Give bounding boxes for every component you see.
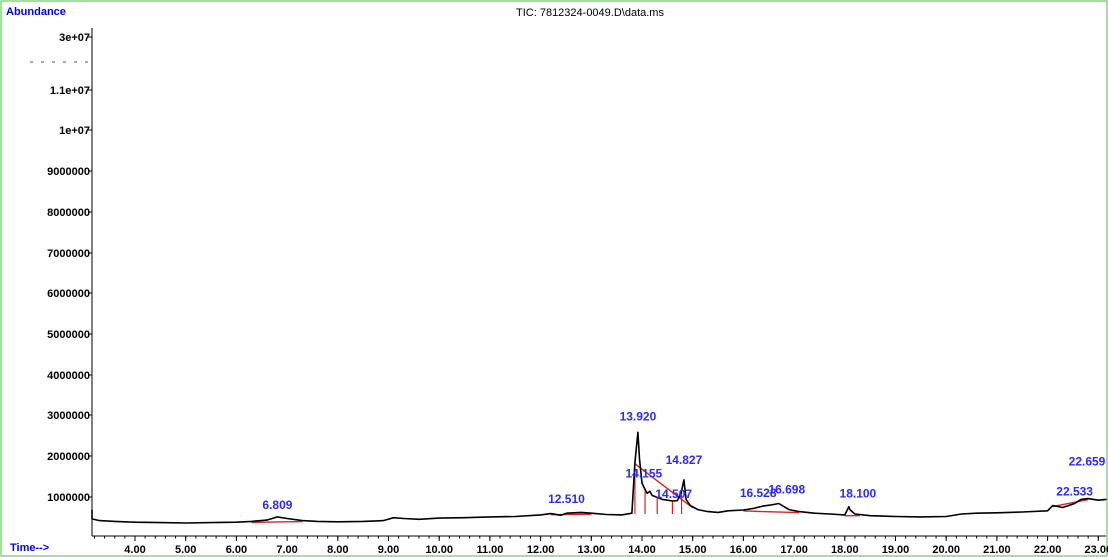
integration-baselines — [251, 462, 1089, 524]
y-axis-title: Abundance — [6, 6, 66, 18]
x-tick-label: 19.00 — [882, 544, 910, 556]
y-tick-label: 1000000 — [47, 492, 90, 504]
x-tick-label: 12.00 — [527, 544, 555, 556]
x-tick-label: 17.00 — [780, 544, 808, 556]
tic-trace-line — [91, 431, 1107, 524]
x-tick-label: 23.00 — [1085, 544, 1108, 556]
integration-baseline — [743, 510, 800, 514]
peak-label: 12.510 — [548, 492, 585, 506]
y-tick-label: 9000000 — [47, 166, 90, 178]
y-tick-label: 3000000 — [47, 410, 90, 422]
integration-baseline — [1052, 498, 1089, 508]
x-tick-label: 20.00 — [932, 544, 960, 556]
y-tick-label: 8000000 — [47, 207, 90, 219]
peak-label: 6.809 — [262, 498, 292, 512]
y-tick-label: 3e+07 — [59, 32, 90, 44]
peak-label: 14.155 — [626, 466, 663, 480]
x-tick-label: 11.00 — [476, 544, 503, 556]
x-tick-label: 10.00 — [425, 544, 453, 556]
x-tick-label: 7.00 — [276, 544, 297, 556]
y-tick-label: 1.1e+07 — [50, 85, 90, 97]
x-tick-label: 15.00 — [679, 544, 707, 556]
x-tick-label: 6.00 — [226, 544, 247, 556]
x-tick-label: 9.00 — [378, 544, 399, 556]
peak-labels: 6.809 12.510 13.920 14.155 14.507 14.827 16.52… — [262, 409, 1105, 512]
y-tick-label: 6000000 — [47, 288, 90, 300]
peak-label: 16.528 — [740, 486, 777, 500]
x-tick-label: 18.00 — [831, 544, 859, 556]
chart-title: TIC: 7812324-0049.D\data.ms — [516, 7, 664, 19]
x-tick-label: 16.00 — [730, 544, 758, 556]
peak-label: 18.100 — [840, 487, 877, 501]
peak-label: 22.659 — [1069, 454, 1106, 468]
y-tick-label: 1e+07 — [59, 125, 90, 137]
x-axis-ticks: 4.00 5.00 6.00 7.00 8.00 9.00 10.00 11.00 12.00 1… — [93, 536, 1108, 556]
x-tick-label: 21.00 — [983, 544, 1011, 556]
x-tick-label: 13.00 — [578, 544, 606, 556]
peak-label: 14.827 — [666, 453, 703, 467]
x-tick-label: 5.00 — [175, 544, 196, 556]
x-tick-label: 4.00 — [124, 544, 145, 556]
x-tick-label: 8.00 — [327, 544, 348, 556]
x-axis-title: Time--> — [10, 542, 49, 554]
integration-baseline — [634, 463, 694, 509]
y-axis-ticks: 1000000 2000000 3000000 4000000 5000000 60000… — [30, 32, 92, 504]
y-tick-label: 4000000 — [47, 370, 90, 382]
peak-label: 14.507 — [655, 487, 692, 501]
peak-label: 13.920 — [620, 409, 657, 423]
x-tick-label: 22.00 — [1034, 544, 1062, 556]
peak-label: 16.698 — [768, 482, 805, 496]
integration-baseline — [251, 520, 303, 524]
y-tick-label: 5000000 — [47, 329, 90, 341]
x-tick-label: 14.00 — [628, 544, 656, 556]
peak-label: 22.533 — [1056, 484, 1093, 498]
y-tick-label: 7000000 — [47, 248, 90, 260]
y-tick-label: 2000000 — [47, 451, 90, 463]
